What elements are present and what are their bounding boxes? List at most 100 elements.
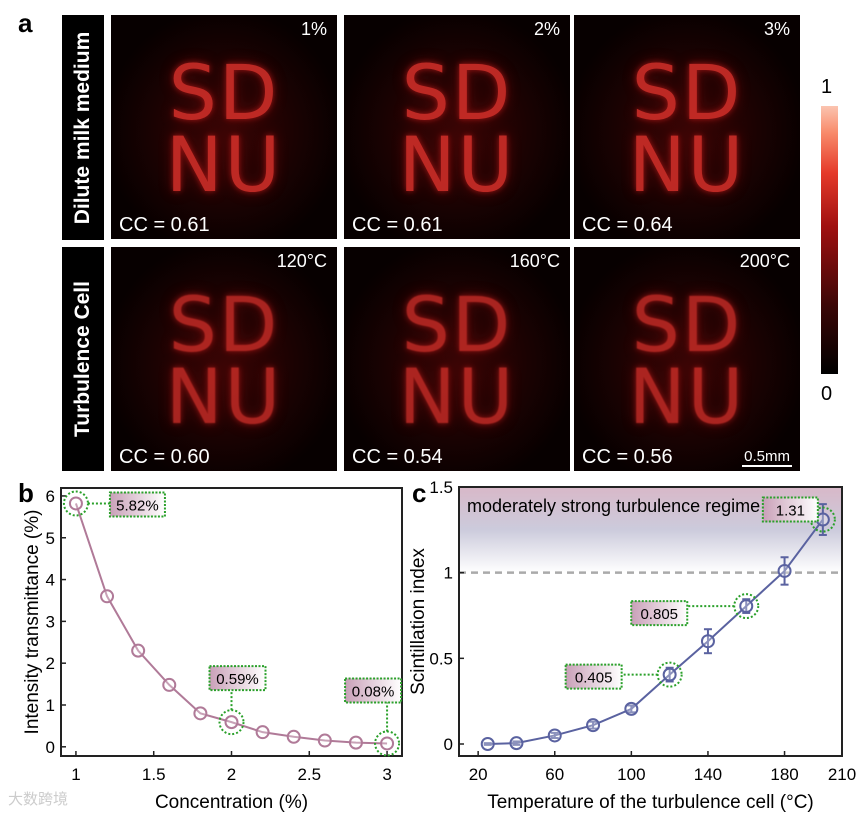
region-label: moderately strong turbulence regime <box>467 496 760 516</box>
data-point <box>224 715 239 730</box>
x-axis-label: Concentration (%) <box>155 792 308 813</box>
row-label-text: Dilute milk medium <box>71 31 94 224</box>
cc-value: CC = 0.60 <box>119 446 210 468</box>
reconstructed-image: SD NU 3% CC = 0.64 <box>574 15 800 239</box>
data-point <box>547 728 562 743</box>
colorbar-max: 1 <box>821 76 833 98</box>
data-point <box>131 643 146 658</box>
series-line <box>74 503 388 745</box>
cc-value: CC = 0.54 <box>352 446 443 468</box>
row-label-text: Turbulence Cell <box>71 281 94 437</box>
condition-label: 160°C <box>509 251 560 271</box>
data-point <box>624 701 639 716</box>
colorbar <box>821 106 838 374</box>
annotation-box <box>630 600 689 627</box>
data-point <box>100 589 115 604</box>
x-tick-label: 180 <box>770 765 798 784</box>
panel-a-label: a <box>18 8 33 38</box>
watermark: 大数跨境 <box>8 791 69 808</box>
image-letters: SD NU <box>628 48 746 209</box>
data-point <box>509 736 524 751</box>
data-point <box>255 725 270 740</box>
image-letters: SD NU <box>165 48 283 209</box>
cc-value: CC = 0.56 <box>582 446 673 468</box>
data-point <box>777 563 792 578</box>
annotation-box <box>108 491 166 518</box>
x-axis-label: Temperature of the turbulence cell (°C) <box>487 792 814 813</box>
data-point <box>348 735 363 750</box>
reconstructed-image: SD NU 200°C CC = 0.56 0.5mm <box>574 247 800 471</box>
y-tick-label: 5 <box>46 529 55 548</box>
data-point <box>380 736 395 751</box>
y-tick-label: 0.5 <box>429 649 453 668</box>
cc-value: CC = 0.61 <box>352 214 443 236</box>
data-point <box>286 729 301 744</box>
x-tick-label: 20 <box>469 765 488 784</box>
annotation-label: 1.31 <box>776 503 805 520</box>
x-tick-label: 210 <box>828 765 856 784</box>
annotation-box <box>344 677 403 704</box>
y-tick-label: 0 <box>46 738 55 757</box>
x-tick-label: 2 <box>227 765 236 784</box>
reconstructed-image: SD NU 160°C CC = 0.54 <box>344 247 570 471</box>
panel-c-label: c <box>412 478 427 508</box>
data-point <box>700 634 715 649</box>
y-tick-label: 1 <box>444 564 453 583</box>
annotation-label: 0.59% <box>216 671 259 688</box>
annotation-label: 0.805 <box>640 606 678 623</box>
annotation-box <box>208 665 267 692</box>
colorbar-min: 0 <box>821 383 833 405</box>
data-point <box>317 733 332 748</box>
image-letters: SD NU <box>398 48 516 209</box>
plot-frame <box>458 486 843 757</box>
data-point <box>739 599 754 614</box>
annotation-box <box>564 663 623 690</box>
annotation-label: 5.82% <box>116 497 159 514</box>
y-axis-label: Intensity transmittance (%) <box>22 510 43 735</box>
condition-label: 2% <box>533 19 560 39</box>
condition-label: 120°C <box>276 251 327 271</box>
x-tick-label: 1.5 <box>142 765 166 784</box>
row-label-turbulence: Turbulence Cell <box>62 247 104 471</box>
x-tick-label: 2.5 <box>297 765 321 784</box>
condition-label: 1% <box>300 19 327 39</box>
y-axis-label: Scintillation index <box>410 548 429 695</box>
row-label-milk: Dilute milk medium <box>62 15 104 240</box>
y-tick-label: 3 <box>46 612 55 631</box>
data-point <box>662 667 677 682</box>
panel-b-label: b <box>18 478 34 508</box>
x-tick-label: 100 <box>617 765 645 784</box>
condition-label: 200°C <box>739 251 790 271</box>
reconstructed-image: SD NU 2% CC = 0.61 <box>344 15 570 239</box>
cc-value: CC = 0.64 <box>582 214 673 236</box>
annotation-box <box>761 496 819 523</box>
image-letters: SD NU <box>628 280 746 441</box>
reconstructed-image: SD NU 120°C CC = 0.60 <box>111 247 337 471</box>
reconstructed-image: SD NU 1% CC = 0.61 <box>111 15 337 239</box>
y-tick-label: 1 <box>46 696 55 715</box>
series-line <box>487 518 824 746</box>
data-point <box>193 706 208 721</box>
x-tick-label: 1 <box>71 765 80 784</box>
data-point <box>480 737 495 752</box>
y-tick-label: 0 <box>444 735 453 754</box>
data-point <box>162 677 177 692</box>
cc-value: CC = 0.61 <box>119 214 210 236</box>
image-letters: SD NU <box>165 280 283 441</box>
condition-label: 3% <box>763 19 790 39</box>
image-letters: SD NU <box>398 280 516 441</box>
y-tick-label: 4 <box>46 571 55 590</box>
y-tick-label: 6 <box>46 487 55 506</box>
annotation-label: 0.08% <box>352 683 395 700</box>
x-tick-label: 60 <box>545 765 564 784</box>
y-tick-label: 2 <box>46 654 55 673</box>
scale-bar: 0.5mm <box>742 448 792 467</box>
annotation-label: 0.405 <box>575 670 613 687</box>
chart-c: moderately strong turbulence regime 20 60 1… <box>410 480 856 813</box>
x-tick-label: 140 <box>694 765 722 784</box>
data-point <box>586 718 601 733</box>
data-point <box>68 496 83 511</box>
x-tick-label: 3 <box>382 765 391 784</box>
